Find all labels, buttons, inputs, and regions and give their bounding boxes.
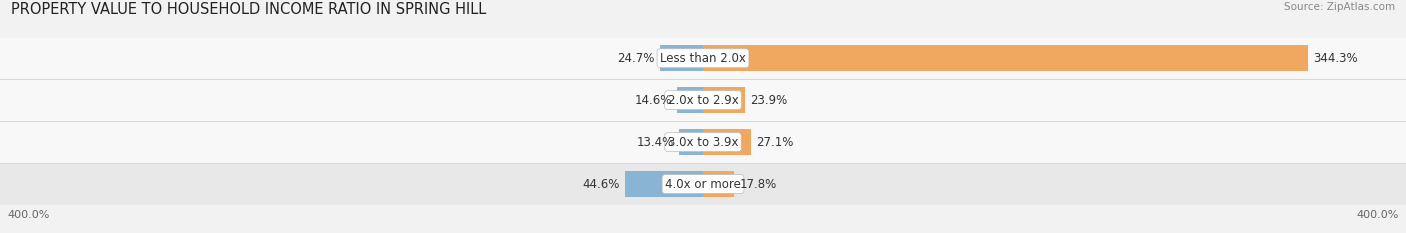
Bar bbox=[0, 38, 1406, 79]
Text: Less than 2.0x: Less than 2.0x bbox=[659, 52, 747, 65]
Text: 23.9%: 23.9% bbox=[751, 94, 787, 107]
Bar bbox=[624, 171, 703, 197]
Bar bbox=[703, 171, 734, 197]
Bar bbox=[703, 129, 751, 155]
Text: 400.0%: 400.0% bbox=[7, 210, 49, 220]
Bar bbox=[0, 80, 1406, 121]
Bar bbox=[678, 87, 703, 113]
Bar bbox=[703, 45, 1308, 71]
Text: Source: ZipAtlas.com: Source: ZipAtlas.com bbox=[1284, 2, 1395, 12]
Text: 4.0x or more: 4.0x or more bbox=[665, 178, 741, 191]
Text: 2.0x to 2.9x: 2.0x to 2.9x bbox=[668, 94, 738, 107]
Bar bbox=[659, 45, 703, 71]
Text: 344.3%: 344.3% bbox=[1313, 52, 1358, 65]
Text: 3.0x to 3.9x: 3.0x to 3.9x bbox=[668, 136, 738, 149]
Text: 17.8%: 17.8% bbox=[740, 178, 776, 191]
Text: PROPERTY VALUE TO HOUSEHOLD INCOME RATIO IN SPRING HILL: PROPERTY VALUE TO HOUSEHOLD INCOME RATIO… bbox=[11, 2, 486, 17]
Text: 24.7%: 24.7% bbox=[617, 52, 654, 65]
Text: 400.0%: 400.0% bbox=[1357, 210, 1399, 220]
Bar bbox=[679, 129, 703, 155]
Text: 44.6%: 44.6% bbox=[582, 178, 619, 191]
Text: 27.1%: 27.1% bbox=[756, 136, 793, 149]
Bar bbox=[0, 122, 1406, 163]
Text: 13.4%: 13.4% bbox=[637, 136, 675, 149]
Bar bbox=[703, 87, 745, 113]
Bar bbox=[0, 164, 1406, 205]
Text: 14.6%: 14.6% bbox=[634, 94, 672, 107]
